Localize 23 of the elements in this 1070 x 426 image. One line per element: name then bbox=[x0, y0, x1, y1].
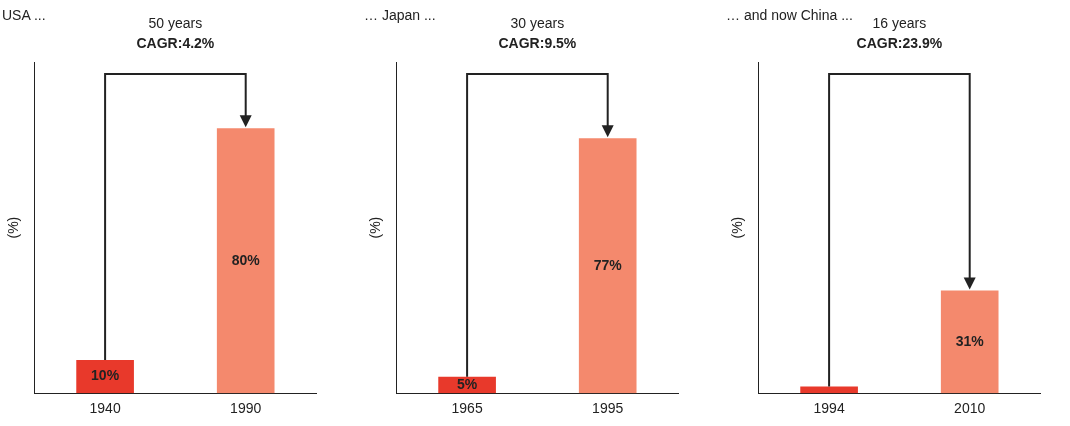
text: 16 years bbox=[872, 15, 927, 31]
x-tick-label: 1990 bbox=[230, 400, 262, 417]
x-tick-label: 2010 bbox=[954, 400, 986, 417]
data-label: 80% bbox=[231, 251, 261, 268]
chart-title: … Japan ... bbox=[364, 7, 436, 23]
text: 50 years bbox=[148, 15, 203, 31]
chart-title: USA ... bbox=[2, 7, 46, 23]
y-axis-title: (%) bbox=[729, 216, 746, 239]
data-label: 31% bbox=[955, 332, 985, 349]
x-tick-label: 1995 bbox=[592, 400, 624, 417]
data-label: 10% bbox=[91, 367, 120, 384]
data-label: 77% bbox=[593, 256, 623, 273]
y-axis-title: (%) bbox=[5, 216, 22, 239]
x-tick-label: 1940 bbox=[89, 400, 121, 417]
text: 30 years bbox=[510, 15, 565, 31]
chart-title: … and now China ... bbox=[726, 7, 853, 23]
text: CAGR:23.9% bbox=[856, 35, 943, 51]
x-tick-label: 1994 bbox=[813, 400, 845, 417]
text: CAGR:4.2% bbox=[136, 35, 215, 51]
data-label: 5% bbox=[456, 375, 478, 392]
text: CAGR:9.5% bbox=[498, 35, 577, 51]
x-tick-label: 1965 bbox=[451, 400, 483, 417]
y-axis-title: (%) bbox=[367, 216, 384, 239]
